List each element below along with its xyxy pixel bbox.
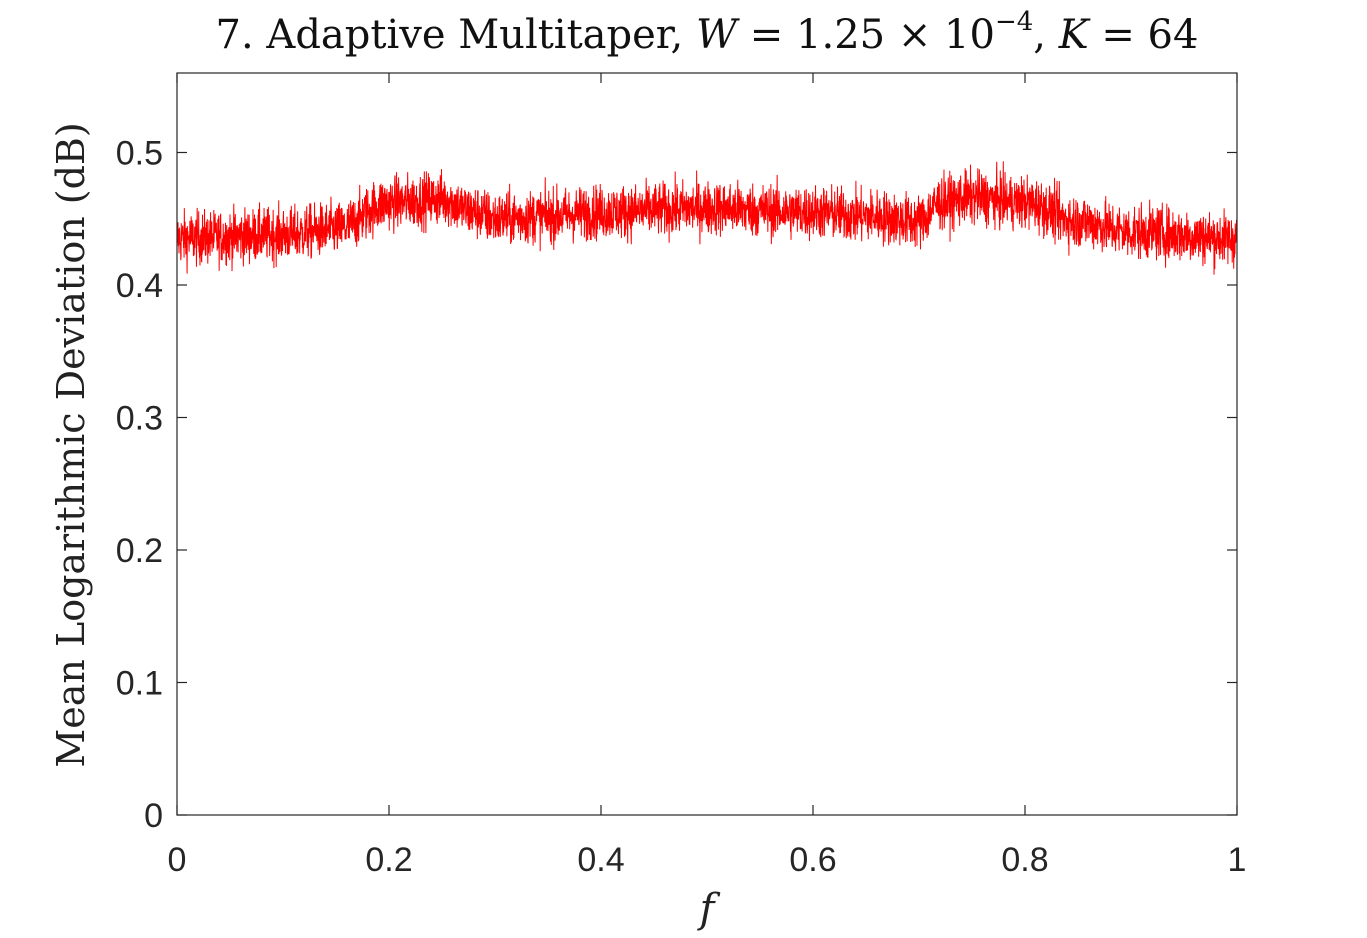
y-tick-label: 0.1 xyxy=(116,665,163,703)
y-tick-label: 0.2 xyxy=(116,532,163,570)
plot-area xyxy=(176,72,1238,816)
y-axis-ticks: 0 0.1 0.2 0.3 0.4 0.5 xyxy=(116,135,1237,835)
x-tick-label: 0.6 xyxy=(789,841,836,879)
x-tick-label: 0.2 xyxy=(365,841,412,879)
title-w-variable: W xyxy=(696,12,740,58)
series-line-mean-log-deviation xyxy=(176,161,1238,275)
y-axis-label: Mean Logarithmic Deviation (dB) xyxy=(49,122,93,767)
x-tick-label: 0.4 xyxy=(577,841,624,879)
y-tick-label: 0.5 xyxy=(116,135,163,173)
x-axis-ticks: 0 0.2 0.4 0.6 0.8 1 xyxy=(168,73,1247,879)
x-tick-label: 1 xyxy=(1228,841,1247,879)
plot-background xyxy=(177,73,1237,815)
plot-frame xyxy=(176,72,1238,816)
title-separator: , xyxy=(1033,12,1058,58)
title-k-value: = 64 xyxy=(1089,12,1199,58)
y-tick-label: 0.3 xyxy=(116,400,163,438)
title-k-variable: K xyxy=(1058,12,1091,58)
title-w-exponent: −4 xyxy=(995,7,1033,37)
x-tick-label: 0 xyxy=(168,841,187,879)
y-tick-label: 0.4 xyxy=(116,267,163,305)
title-prefix: 7. Adaptive Multitaper, xyxy=(216,12,696,58)
chart-title: 7. Adaptive Multitaper, W = 1.25 × 10−4,… xyxy=(216,7,1199,58)
x-axis-label: f xyxy=(697,886,721,932)
title-w-value: = 1.25 × 10 xyxy=(737,12,995,58)
y-tick-label: 0 xyxy=(144,797,163,835)
x-tick-label: 0.8 xyxy=(1001,841,1048,879)
